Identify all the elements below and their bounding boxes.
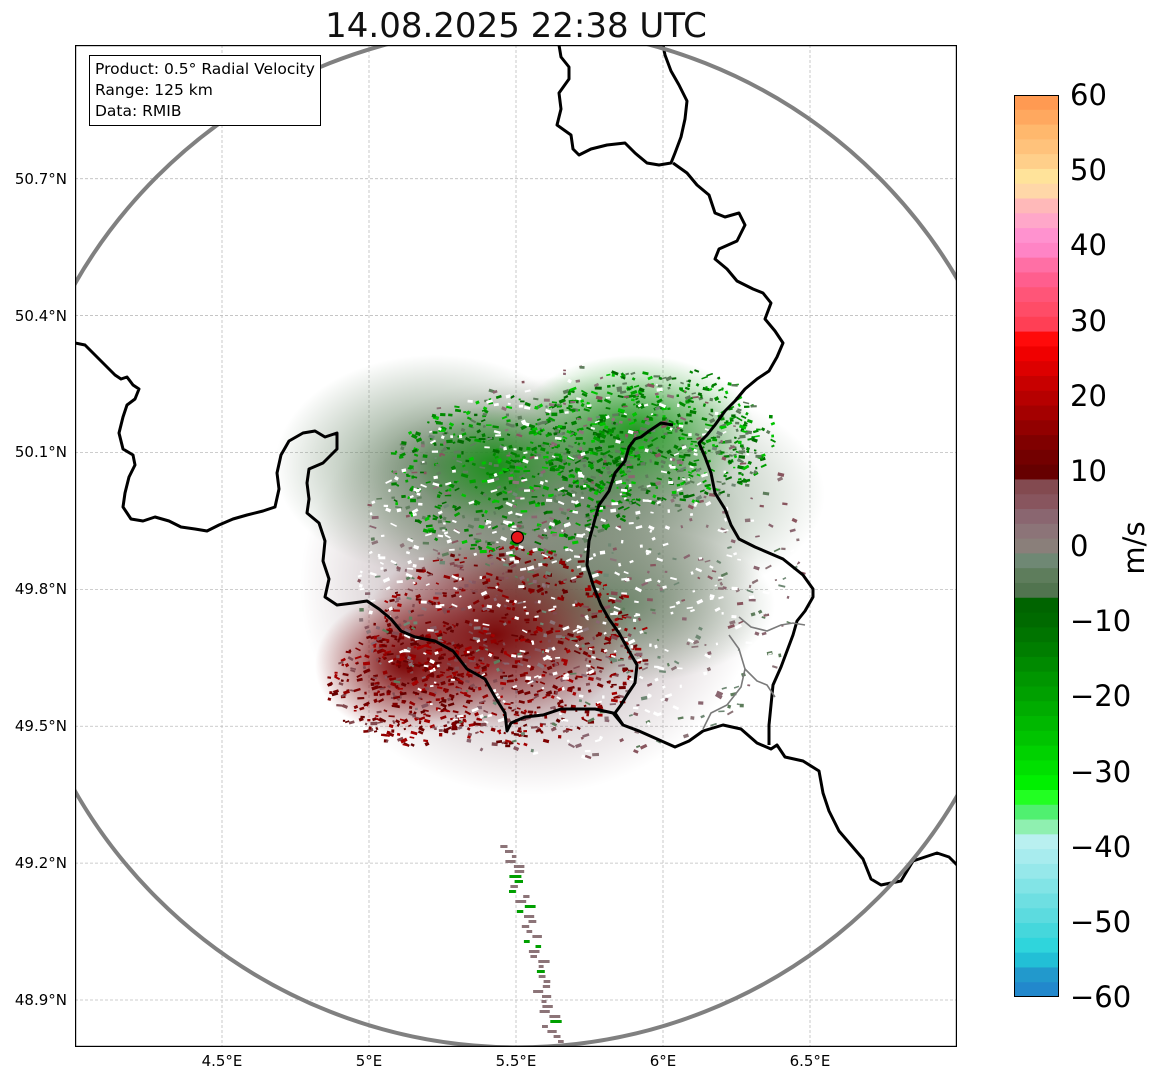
colorbar-step: [1014, 331, 1059, 347]
lon-tick-label: 5°E: [355, 1052, 383, 1070]
colorbar-step: [1014, 228, 1059, 244]
colorbar-step: [1014, 213, 1059, 229]
colorbar-step: [1014, 804, 1059, 821]
product-info-box: Product: 0.5° Radial Velocity Range: 125…: [89, 55, 321, 126]
colorbar-step: [1014, 834, 1059, 850]
info-product: Product: 0.5° Radial Velocity: [95, 60, 315, 78]
colorbar-tick-label: −10: [1070, 604, 1132, 639]
lat-tick-label: 49.5°N: [14, 717, 67, 736]
colorbar-step: [1014, 686, 1059, 702]
lat-tick-label: 50.7°N: [14, 169, 67, 188]
colorbar-step: [1014, 553, 1059, 569]
colorbar-step: [1014, 656, 1059, 673]
lon-tick-label: 6°E: [649, 1052, 677, 1070]
colorbar-step: [1014, 361, 1059, 377]
colorbar-step: [1014, 435, 1059, 451]
colorbar-step: [1014, 582, 1059, 599]
colorbar-step: [1014, 642, 1059, 658]
colorbar-step: [1014, 730, 1059, 747]
colorbar-step: [1014, 272, 1059, 288]
colorbar-tick-label: 20: [1070, 378, 1107, 413]
colorbar-step: [1014, 183, 1059, 200]
colorbar-step: [1014, 523, 1059, 540]
colorbar-tick-label: 30: [1070, 303, 1107, 338]
colorbar-step: [1014, 405, 1059, 421]
colorbar-step: [1014, 302, 1059, 318]
info-range: Range: 125 km: [95, 81, 213, 99]
colorbar-step: [1014, 479, 1059, 495]
colorbar-step: [1014, 745, 1059, 762]
colorbar-step: [1014, 775, 1059, 791]
colorbar-step: [1014, 109, 1059, 126]
colorbar-step: [1014, 849, 1059, 865]
colorbar-step: [1014, 863, 1059, 880]
colorbar-step: [1014, 716, 1059, 732]
map-title: 14.08.2025 22:38 UTC: [325, 6, 707, 46]
colorbar-tick-label: 40: [1070, 228, 1107, 263]
colorbar-tick-label: 0: [1070, 529, 1089, 563]
colorbar-step: [1014, 789, 1059, 806]
colorbar-step: [1014, 257, 1059, 274]
colorbar-step: [1014, 95, 1059, 111]
radar-site-marker: [510, 530, 525, 544]
lon-tick-label: 5.5°E: [495, 1052, 537, 1070]
colorbar-step: [1014, 819, 1059, 835]
colorbar-step: [1014, 346, 1059, 362]
colorbar-step: [1014, 701, 1059, 717]
lat-tick-label: 50.1°N: [14, 443, 67, 462]
colorbar-step: [1014, 937, 1059, 954]
colorbar-tick-label: 50: [1070, 153, 1107, 188]
country-borders: [75, 45, 957, 887]
colorbar-step: [1014, 390, 1059, 407]
colorbar-step: [1014, 375, 1059, 392]
colorbar-step: [1014, 878, 1059, 895]
colorbar-step: [1014, 316, 1059, 333]
colorbar-step: [1014, 139, 1059, 155]
velocity-echoes: [275, 355, 825, 1043]
colorbar-step: [1014, 198, 1059, 214]
colorbar-step: [1014, 168, 1059, 185]
colorbar-step: [1014, 908, 1059, 924]
colorbar-tick-label: −20: [1070, 679, 1132, 714]
colorbar-step: [1014, 124, 1059, 140]
colorbar-step: [1014, 760, 1059, 776]
colorbar-step: [1014, 627, 1059, 643]
lat-tick-label: 49.8°N: [14, 580, 67, 599]
lat-tick-label: 49.2°N: [14, 854, 67, 873]
info-data-source: Data: RMIB: [95, 102, 182, 120]
radar-map: [75, 45, 957, 1047]
colorbar-step: [1014, 494, 1059, 510]
colorbar-tick-label: −60: [1070, 980, 1132, 1014]
colorbar-tick-label: −30: [1070, 754, 1132, 789]
colorbar-tick-label: −40: [1070, 829, 1132, 864]
colorbar-tick-label: −50: [1070, 904, 1132, 939]
colorbar-step: [1014, 568, 1059, 584]
colorbar: [1014, 95, 1059, 997]
map-frame: [75, 45, 957, 1047]
admin-borders: [702, 616, 806, 730]
colorbar-tick-label: 10: [1070, 453, 1107, 488]
colorbar-step: [1014, 449, 1059, 466]
lat-tick-label: 48.9°N: [14, 991, 67, 1010]
colorbar-step: [1014, 538, 1059, 554]
colorbar-step: [1014, 154, 1059, 170]
lat-tick-label: 50.4°N: [14, 306, 67, 325]
colorbar-step: [1014, 612, 1059, 628]
colorbar-step: [1014, 671, 1059, 688]
colorbar-step: [1014, 923, 1059, 939]
colorbar-step: [1014, 982, 1059, 997]
colorbar-step: [1014, 242, 1059, 259]
lon-tick-label: 6.5°E: [789, 1052, 831, 1070]
colorbar-step: [1014, 420, 1059, 436]
colorbar-step: [1014, 967, 1059, 983]
colorbar-tick-label: 60: [1070, 78, 1107, 112]
colorbar-unit: m/s: [1117, 521, 1151, 575]
colorbar-step: [1014, 287, 1059, 303]
lon-tick-label: 4.5°E: [201, 1052, 243, 1070]
colorbar-step: [1014, 464, 1059, 481]
colorbar-step: [1014, 893, 1059, 909]
colorbar-step: [1014, 509, 1059, 525]
colorbar-step: [1014, 952, 1059, 969]
colorbar-step: [1014, 597, 1059, 614]
